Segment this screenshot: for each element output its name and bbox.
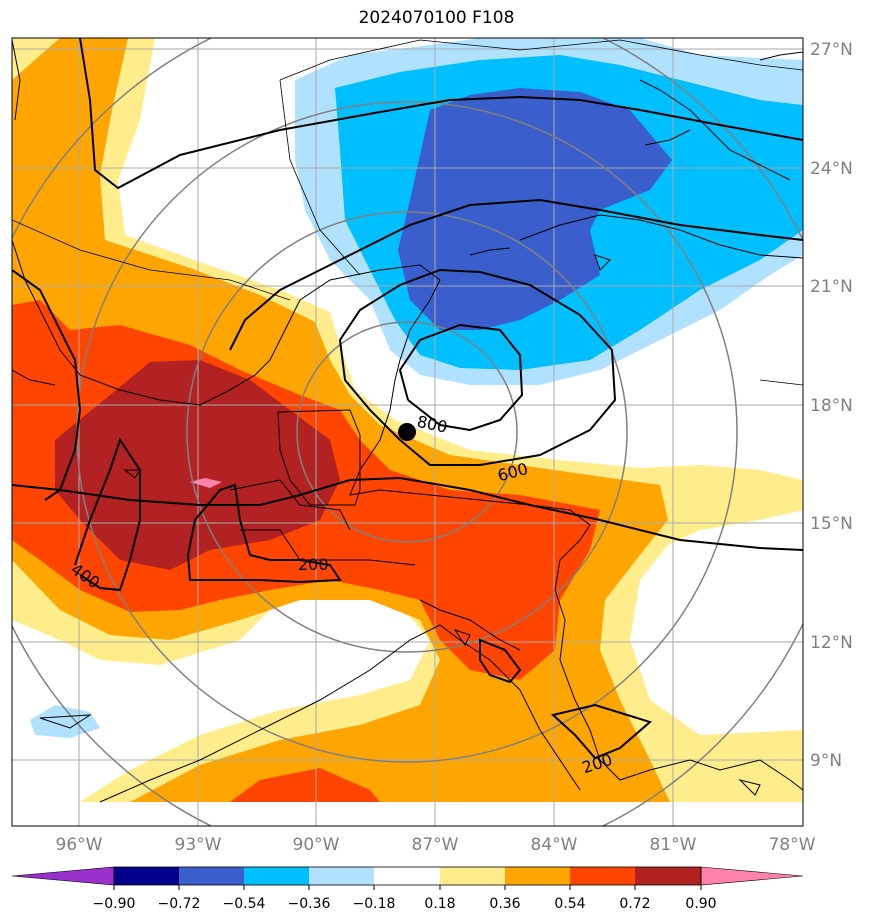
coastlines <box>12 39 803 803</box>
colorbar-tick-8: 0.72 <box>619 896 650 912</box>
colorbar-max-extend <box>700 866 804 886</box>
lat-tick-labels: 27°N 24°N 21°N 18°N 15°N 12°N 9°N <box>810 40 853 771</box>
colorbar-min-extend <box>11 866 115 886</box>
colorbar-bin-1 <box>114 867 179 885</box>
colorbar-bin-6 <box>440 867 505 885</box>
lat-tick-27n: 27°N <box>810 40 853 60</box>
colorbar-tick-5: 0.18 <box>424 896 455 912</box>
map-area: 800 600 400 200 200 <box>12 38 803 826</box>
colorbar-tick-9: 0.90 <box>685 896 716 912</box>
colorbar-bin-7 <box>505 867 570 885</box>
outer-contour <box>12 39 803 386</box>
map-title: 2024070100 F108 <box>358 8 515 28</box>
lat-tick-9n: 9°N <box>810 751 842 771</box>
lon-tick-78w: 78°W <box>769 835 816 855</box>
lat-tick-21n: 21°N <box>810 277 853 297</box>
height-contours <box>12 38 803 760</box>
lon-tick-90w: 90°W <box>293 835 340 855</box>
colorbar-bin-2 <box>179 867 244 885</box>
anomaly-fill-0.54-south <box>230 768 380 802</box>
anomaly-fill-neg-0.54 <box>398 88 672 330</box>
colorbar-bin-5 <box>374 867 440 885</box>
colorbar-tick-2: −0.54 <box>223 896 266 912</box>
storm-center-marker <box>398 423 416 441</box>
lon-tick-87w: 87°W <box>412 835 459 855</box>
colorbar-bin-4 <box>309 867 374 885</box>
lat-tick-15n: 15°N <box>810 514 853 534</box>
map-frame <box>11 37 804 827</box>
lat-tick-24n: 24°N <box>810 159 853 179</box>
lat-tick-12n: 12°N <box>810 633 853 653</box>
colorbar-tick-4: −0.18 <box>353 896 396 912</box>
lon-tick-93w: 93°W <box>175 835 222 855</box>
lat-tick-18n: 18°N <box>810 396 853 416</box>
colorbar-bin-3 <box>244 867 309 885</box>
colorbar-bin-9 <box>635 867 701 885</box>
colorbar-bin-8 <box>570 867 635 885</box>
colorbar-tick-3: −0.36 <box>288 896 331 912</box>
lon-tick-96w: 96°W <box>56 835 103 855</box>
colorbar-tick-1: −0.72 <box>158 896 201 912</box>
colorbar-tick-7: 0.54 <box>554 896 585 912</box>
colorbar-tick-0: −0.90 <box>93 896 136 912</box>
contour-label-200-north: 200 <box>298 555 329 574</box>
graticule <box>12 38 803 826</box>
lon-tick-84w: 84°W <box>531 835 578 855</box>
borders <box>229 409 521 651</box>
lon-tick-81w: 81°W <box>650 835 697 855</box>
lon-tick-labels: 96°W 93°W 90°W 87°W 84°W 81°W 78°W <box>56 835 816 855</box>
colorbar-tick-6: 0.36 <box>489 896 520 912</box>
colorbar: −0.90 −0.72 −0.54 −0.36 −0.18 0.18 0.36 … <box>11 866 804 912</box>
